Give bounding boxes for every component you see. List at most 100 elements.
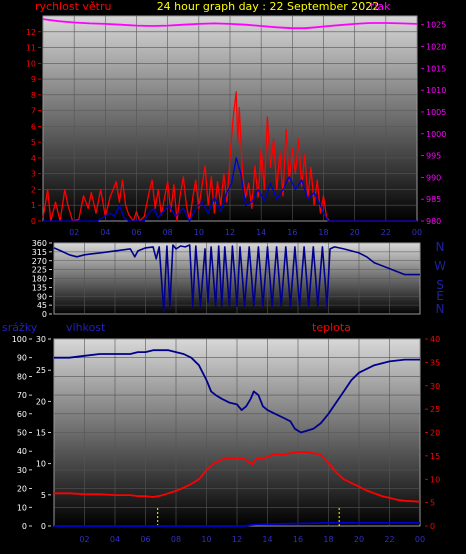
temperature-label: teplota	[312, 321, 351, 334]
x-tick-bottom: 04	[110, 535, 120, 544]
wind-speed-tick: 9	[31, 75, 36, 84]
compass-w: W	[434, 259, 446, 273]
rain-label: srážky	[2, 321, 38, 334]
x-tick-top: 08	[163, 228, 173, 237]
series-line-wind-direction	[53, 244, 420, 313]
x-tick-top: 02	[69, 228, 79, 237]
pressure-tick: 1000	[426, 130, 446, 139]
rain-tick: 15	[36, 429, 46, 438]
pressure-tick: 1025	[426, 21, 446, 30]
humidity-tick: 50	[17, 429, 27, 438]
humidity-tick: 30	[17, 466, 27, 475]
temperature-tick: 40	[430, 335, 440, 344]
wind-direction-tick: 0	[42, 310, 47, 319]
temperature-tick: 15	[430, 452, 440, 461]
x-tick-top: 12	[225, 228, 235, 237]
x-tick-top: 22	[381, 228, 391, 237]
humidity-tick: 20	[17, 485, 27, 494]
wind-direction-tick: 360	[32, 239, 47, 248]
x-tick-bottom: 02	[79, 535, 89, 544]
x-tick-top: 14	[256, 228, 266, 237]
humidity-tick: 40	[17, 447, 27, 456]
compass-n-top: N	[436, 240, 445, 254]
x-tick-bottom: 08	[171, 535, 181, 544]
rain-tick: 30	[36, 335, 46, 344]
compass-n-bottom: N	[436, 302, 445, 316]
humidity-tick: 100	[12, 335, 27, 344]
pressure-tick: 1005	[426, 108, 446, 117]
pressure-tick: 985	[426, 195, 441, 204]
compass-s: S	[436, 278, 444, 292]
humidity-label: vlhkost	[66, 321, 106, 334]
wind-direction-tick: 270	[32, 257, 47, 266]
pressure-tick: 1020	[426, 43, 446, 52]
series-line-rychlost-v-tru-pr-m-r-	[43, 157, 417, 222]
humidity-tick: 0	[22, 522, 27, 531]
temperature-tick: 30	[430, 382, 440, 391]
x-tick-bottom: 06	[140, 535, 150, 544]
x-tick-top: 04	[100, 228, 110, 237]
wind-speed-tick: 10	[26, 59, 36, 68]
temperature-tick: 20	[430, 429, 440, 438]
humidity-tick: 60	[17, 410, 27, 419]
wind-direction-tick: 180	[32, 275, 47, 284]
wind-speed-tick: 8	[31, 91, 36, 100]
wind-speed-tick: 6	[31, 122, 36, 131]
x-tick-bottom: 10	[201, 535, 211, 544]
wind-speed-tick: 7	[31, 107, 36, 116]
humidity-tick: 80	[17, 372, 27, 381]
compass-e: E	[436, 289, 444, 303]
rain-tick: 25	[36, 366, 46, 375]
pressure-tick: 1015	[426, 64, 446, 73]
pressure-label: tlak	[370, 0, 391, 13]
wind-speed-tick: 5	[31, 138, 36, 147]
wind-speed-tick: 0	[31, 217, 36, 226]
series-line-rychlost-v-tru	[42, 91, 417, 222]
humidity-tick: 10	[17, 503, 27, 512]
x-tick-bottom: 00	[415, 535, 425, 544]
x-tick-bottom: 12	[232, 535, 242, 544]
temperature-tick: 10	[430, 475, 440, 484]
temperature-tick: 5	[430, 499, 435, 508]
x-tick-top: 10	[194, 228, 204, 237]
series-line-vlhkost	[54, 349, 420, 434]
wind-speed-label: rychlost větru	[35, 0, 111, 13]
x-tick-top: 00	[412, 228, 422, 237]
series-line-tlak	[42, 18, 418, 30]
wind-speed-tick: 2	[31, 185, 36, 194]
x-tick-bottom: 16	[293, 535, 303, 544]
pressure-tick: 995	[426, 152, 441, 161]
rain-tick: 20	[36, 397, 46, 406]
series-line-teplota	[54, 451, 421, 503]
x-tick-top: 20	[350, 228, 360, 237]
wind-direction-tick: 315	[32, 248, 47, 257]
x-tick-top: 06	[131, 228, 141, 237]
x-tick-bottom: 20	[354, 535, 364, 544]
temperature-tick: 25	[430, 405, 440, 414]
temperature-tick: 0	[430, 522, 435, 531]
wind-speed-tick: 3	[31, 170, 36, 179]
pressure-tick: 980	[426, 217, 441, 226]
compass-labels: N W S E N	[434, 240, 446, 316]
x-tick-bottom: 18	[323, 535, 333, 544]
wind-speed-tick: 4	[31, 154, 36, 163]
wind-direction-tick: 135	[32, 283, 47, 292]
rain-tick: 10	[36, 460, 46, 469]
temperature-tick: 35	[430, 358, 440, 367]
x-tick-top: 16	[287, 228, 297, 237]
wind-direction-tick: 45	[37, 301, 47, 310]
wind-speed-tick: 1	[31, 201, 36, 210]
rain-tick: 5	[41, 491, 46, 500]
chart-title: 24 hour graph day : 22 September 2022	[157, 0, 380, 13]
pressure-tick: 990	[426, 173, 441, 182]
series-line-sr-ky	[54, 522, 420, 527]
humidity-tick: 70	[17, 391, 27, 400]
humidity-tick: 90	[17, 354, 27, 363]
x-tick-bottom: 14	[262, 535, 272, 544]
wind-direction-tick: 90	[37, 292, 47, 301]
pressure-tick: 1010	[426, 86, 446, 95]
wind-direction-tick: 225	[32, 266, 47, 275]
x-tick-bottom: 22	[384, 535, 394, 544]
